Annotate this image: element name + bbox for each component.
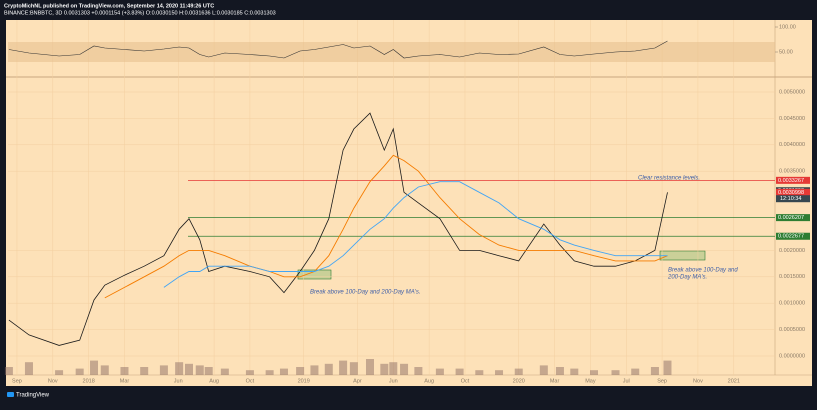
- price-label-bg: [776, 214, 810, 222]
- volume-bar: [324, 363, 333, 375]
- volume-bar: [245, 370, 254, 375]
- price-label-bg: [776, 232, 810, 240]
- rsi-tick-label: 50.00: [779, 49, 793, 55]
- volume-bar: [365, 359, 374, 375]
- logo-icon: [7, 392, 14, 397]
- x-tick-label: Sep: [657, 378, 667, 384]
- volume-bar: [24, 362, 33, 375]
- x-tick-label: Mar: [550, 378, 560, 384]
- volume-bar: [435, 368, 444, 375]
- volume-bar: [514, 368, 523, 375]
- y-tick-label: 0.0035000: [779, 169, 805, 175]
- x-tick-label: Oct: [461, 378, 470, 384]
- volume-bar: [414, 367, 423, 375]
- volume-bar: [140, 367, 149, 375]
- volume-bar: [100, 365, 109, 375]
- y-tick-label: 0.0045000: [779, 116, 805, 122]
- x-tick-label: Jun: [174, 378, 183, 384]
- volume-bar: [455, 368, 464, 375]
- volume-bar: [296, 367, 305, 375]
- x-tick-label: Jul: [623, 378, 630, 384]
- volume-bar: [555, 367, 564, 375]
- x-tick-label: 2019: [298, 378, 310, 384]
- volume-bar: [310, 365, 319, 375]
- volume-bar: [339, 360, 348, 375]
- volume-bar: [590, 370, 599, 375]
- volume-bar: [663, 360, 672, 375]
- price-label: 0.0026207: [778, 215, 804, 221]
- annotation: Clear resistance levels.: [638, 176, 700, 182]
- volume-bar: [349, 362, 358, 375]
- x-tick-label: May: [585, 378, 596, 384]
- x-tick-label: Nov: [48, 378, 58, 384]
- annotation: Break above 100-Day and: [668, 268, 738, 274]
- volume-bar: [495, 370, 504, 375]
- rsi-tick-label: 100.00: [779, 24, 796, 30]
- volume-bar: [184, 363, 193, 375]
- volume-bar: [75, 368, 84, 375]
- volume-bar: [389, 362, 398, 375]
- volume-bar: [570, 368, 579, 375]
- footer-logo: TradingView: [16, 393, 50, 399]
- volume-bar: [195, 365, 204, 375]
- volume-bar: [265, 370, 274, 375]
- volume-bar: [279, 368, 288, 375]
- x-tick-label: Sep: [12, 378, 22, 384]
- countdown: 12:10:34: [780, 196, 801, 202]
- y-tick-label: 0.0005000: [779, 327, 805, 333]
- volume-bar: [55, 370, 64, 375]
- volume-bar: [90, 360, 99, 375]
- annotation: Break above 100-Day and 200-Day MA's.: [310, 290, 421, 296]
- x-tick-label: Mar: [120, 378, 130, 384]
- volume-bar: [204, 367, 213, 375]
- volume-bar: [539, 365, 548, 375]
- y-tick-label: 0.0015000: [779, 274, 805, 280]
- volume-bar: [4, 367, 13, 375]
- rsi-line: [8, 40, 668, 59]
- x-tick-label: 2021: [728, 378, 740, 384]
- moving-average: [163, 181, 668, 288]
- annotation: 200-Day MA's.: [667, 275, 707, 281]
- volume-bar: [650, 367, 659, 375]
- header-line: BINANCE:BNBBTC, 3D 0.0031303 +0.0001154 …: [4, 10, 276, 16]
- x-tick-label: 2020: [513, 378, 525, 384]
- x-tick-label: Aug: [424, 378, 434, 384]
- price-label-bg: [776, 176, 810, 184]
- chart-area: [6, 20, 812, 386]
- y-tick-label: 0.0040000: [779, 142, 805, 148]
- x-tick-label: Jun: [389, 378, 398, 384]
- y-tick-label: 0.0000000: [779, 353, 805, 359]
- volume-bar: [400, 363, 409, 375]
- y-tick-label: 0.0010000: [779, 301, 805, 307]
- x-tick-label: Aug: [209, 378, 219, 384]
- volume-bar: [631, 368, 640, 375]
- x-tick-label: Nov: [693, 378, 703, 384]
- rsi-band: [8, 42, 775, 62]
- price-label: 0.0030998: [778, 190, 804, 196]
- price-label: 0.0022677: [778, 234, 804, 240]
- price-label: 0.0033267: [778, 178, 804, 184]
- x-tick-label: Apr: [353, 378, 362, 384]
- y-tick-label: 0.0020000: [779, 248, 805, 254]
- volume-bar: [380, 363, 389, 375]
- x-tick-label: Oct: [246, 378, 255, 384]
- moving-average: [104, 154, 668, 299]
- price-label-bg: [776, 188, 810, 196]
- volume-bar: [175, 362, 184, 375]
- x-tick-label: 2018: [83, 378, 95, 384]
- volume-bar: [220, 368, 229, 375]
- volume-bar: [611, 370, 620, 375]
- y-tick-label: 0.0050000: [779, 89, 805, 95]
- countdown-bg: [776, 195, 810, 203]
- volume-bar: [159, 365, 168, 375]
- volume-bar: [475, 370, 484, 375]
- volume-bar: [120, 367, 129, 375]
- header-line: CryptoMichNL published on TradingView.co…: [4, 3, 214, 9]
